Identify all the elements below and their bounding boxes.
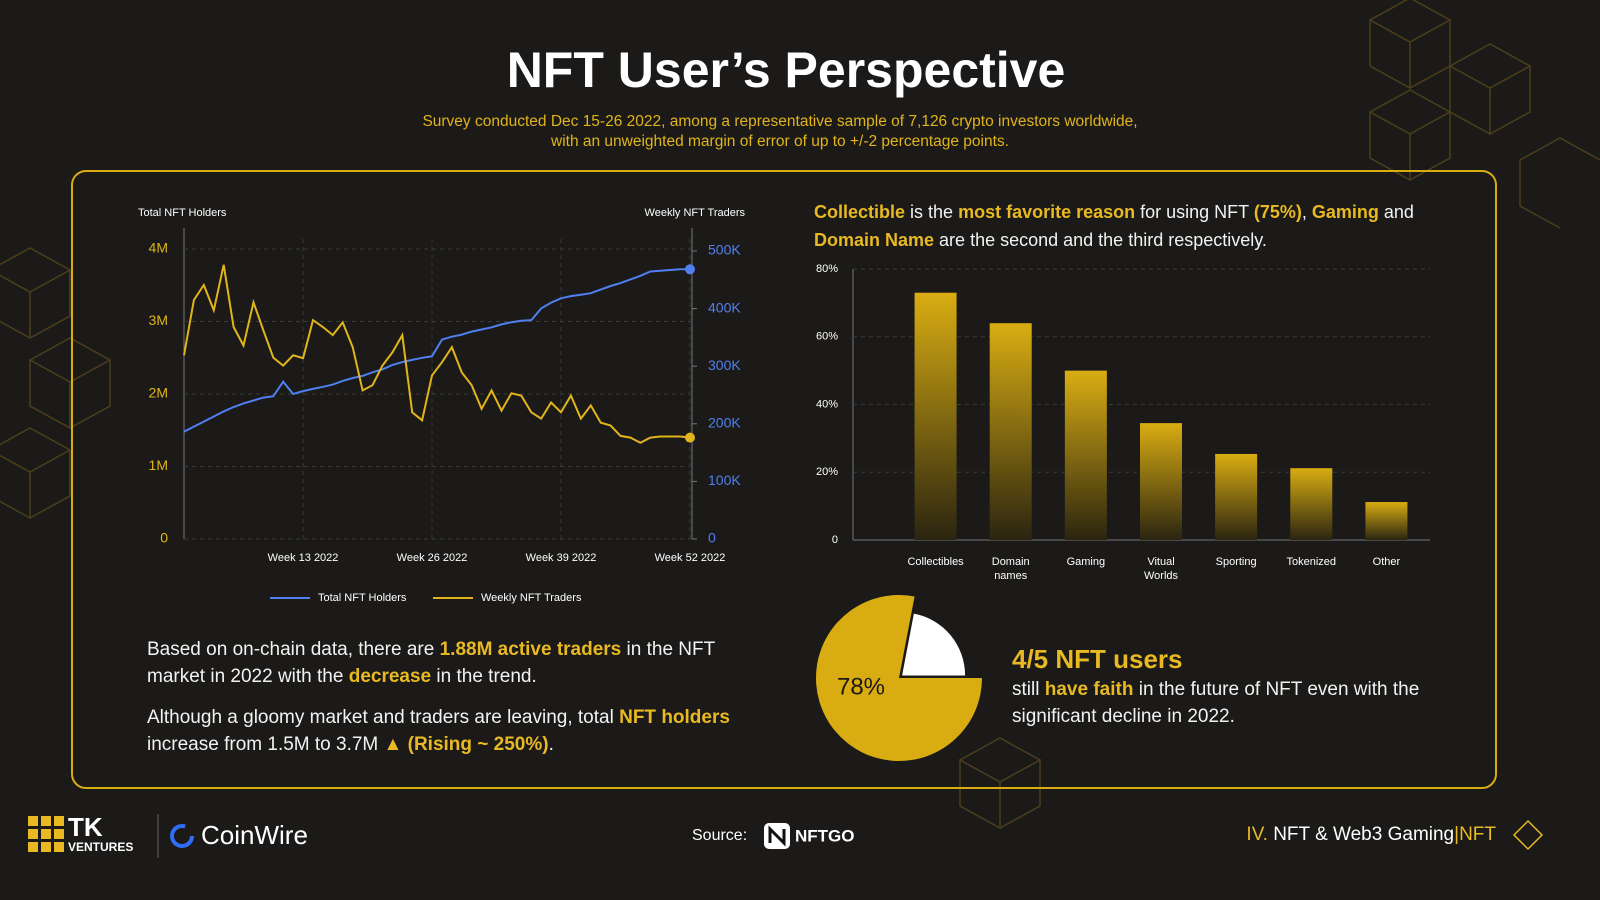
y-tick-label: 80% bbox=[816, 263, 838, 275]
x-tick-label: Tokenized bbox=[1286, 556, 1337, 568]
traders-note: Based on on-chain data, there are 1.88M … bbox=[147, 636, 747, 690]
text: . bbox=[548, 734, 554, 755]
pie-slice bbox=[902, 613, 966, 676]
bar bbox=[989, 323, 1032, 540]
section-label: IV. NFT & Web3 Gaming|NFT bbox=[1246, 824, 1496, 845]
bar bbox=[1215, 453, 1258, 540]
section-topic: NFT bbox=[1459, 824, 1496, 845]
text: in the NFT market in 2022 with the bbox=[147, 639, 715, 687]
series-line bbox=[183, 268, 690, 433]
bar bbox=[914, 292, 957, 540]
footer: TK VENTURES CoinWire Source: NFTGO IV. N… bbox=[28, 812, 1544, 858]
text: are the second and the third respectivel… bbox=[934, 230, 1267, 250]
text: Based on on-chain data, there are bbox=[147, 639, 440, 660]
bar-insight: Collectible is the most favorite reason … bbox=[814, 198, 1454, 254]
text: , bbox=[1301, 202, 1312, 222]
text: in the trend. bbox=[431, 666, 537, 687]
tk-text: TK bbox=[68, 812, 103, 842]
x-tick-label: Week 26 2022 bbox=[396, 552, 468, 564]
x-tick-label: Vitual Worlds bbox=[1143, 556, 1179, 582]
x-tick-label: Collectibles bbox=[907, 556, 964, 568]
bar bbox=[1140, 423, 1182, 540]
text: Domain Name bbox=[814, 230, 935, 250]
coinwire-icon bbox=[170, 824, 194, 848]
bar bbox=[1365, 502, 1408, 540]
x-tick-label: Week 52 2022 bbox=[654, 552, 726, 564]
y-tick-label: 0 bbox=[160, 530, 168, 546]
bar bbox=[1064, 370, 1107, 540]
axis-title: Total NFT Holders bbox=[138, 207, 227, 219]
text: Although a gloomy market and traders are… bbox=[147, 707, 620, 728]
section-title: NFT & Web3 Gaming bbox=[1273, 824, 1454, 845]
axis-title: Weekly NFT Traders bbox=[645, 207, 746, 219]
y-tick-label: 60% bbox=[816, 331, 838, 343]
y2-tick-label: 100K bbox=[708, 472, 741, 488]
text: 1.88M active traders bbox=[439, 639, 622, 660]
x-tick-label: Week 13 2022 bbox=[267, 552, 339, 564]
y2-tick-label: 300K bbox=[708, 357, 741, 373]
y-tick-label: 20% bbox=[816, 466, 838, 478]
holders-note: Although a gloomy market and traders are… bbox=[147, 704, 747, 758]
text: still bbox=[1012, 679, 1045, 700]
x-tick-label: Gaming bbox=[1066, 556, 1106, 568]
text: for using NFT bbox=[1135, 202, 1254, 222]
coinwire-text: CoinWire bbox=[201, 820, 308, 850]
text: have faith bbox=[1044, 679, 1134, 700]
x-tick-label: Other bbox=[1372, 556, 1401, 568]
bar bbox=[1290, 468, 1333, 540]
x-tick-label: Domain names bbox=[991, 556, 1030, 582]
ventures-text: VENTURES bbox=[68, 840, 133, 854]
text: Gaming bbox=[1311, 202, 1379, 222]
text: NFT holders bbox=[619, 707, 730, 728]
pie-headline: 4/5 NFT users bbox=[1012, 644, 1183, 674]
background-cubes bbox=[0, 0, 1600, 830]
text: ▲ (Rising ~ 250%) bbox=[383, 734, 549, 755]
series-line bbox=[183, 264, 691, 444]
text: decrease bbox=[348, 666, 432, 687]
y-tick-label: 1M bbox=[149, 457, 168, 473]
section-number: IV. bbox=[1246, 824, 1268, 845]
panel bbox=[71, 170, 1497, 789]
y-tick-label: 3M bbox=[149, 312, 168, 328]
y2-tick-label: 200K bbox=[708, 415, 741, 431]
pie-body: still have faith in the future of NFT ev… bbox=[1012, 676, 1452, 730]
text: Collectible bbox=[814, 202, 906, 222]
x-tick-label: Week 39 2022 bbox=[525, 552, 597, 564]
end-marker bbox=[685, 264, 695, 275]
nftgo-text: NFTGO bbox=[795, 826, 855, 845]
tk-logo bbox=[28, 816, 64, 852]
end-marker bbox=[685, 432, 695, 443]
x-tick-label: Sporting bbox=[1215, 556, 1257, 568]
y-tick-label: 40% bbox=[816, 398, 838, 410]
y2-tick-label: 500K bbox=[708, 242, 741, 258]
subtitle: Survey conducted Dec 15-26 2022, among a… bbox=[422, 113, 1137, 130]
y2-tick-label: 400K bbox=[708, 299, 741, 315]
y2-tick-label: 0 bbox=[708, 530, 716, 546]
text: is the bbox=[905, 202, 959, 222]
pie-slice bbox=[815, 595, 982, 761]
y-tick-label: 4M bbox=[149, 240, 168, 256]
text: in the future of NFT even with the signi… bbox=[1012, 679, 1420, 727]
text: and bbox=[1378, 202, 1414, 222]
source-label: Source: bbox=[692, 827, 747, 844]
text: most favorite reason bbox=[958, 202, 1136, 222]
y-tick-label: 2M bbox=[149, 385, 168, 401]
diamond bbox=[1512, 819, 1544, 851]
text: (75%) bbox=[1253, 202, 1302, 222]
text: increase from 1.5M to 3.7M bbox=[147, 734, 384, 755]
pie-label: 78% bbox=[837, 673, 885, 700]
y-tick-label: 0 bbox=[832, 534, 838, 546]
separator: | bbox=[1454, 824, 1459, 845]
legend-label: Total NFT Holders bbox=[318, 592, 407, 604]
subtitle: with an unweighted margin of error of up… bbox=[550, 133, 1009, 150]
title: NFT User’s Perspective bbox=[507, 42, 1066, 98]
legend-label: Weekly NFT Traders bbox=[481, 592, 582, 604]
